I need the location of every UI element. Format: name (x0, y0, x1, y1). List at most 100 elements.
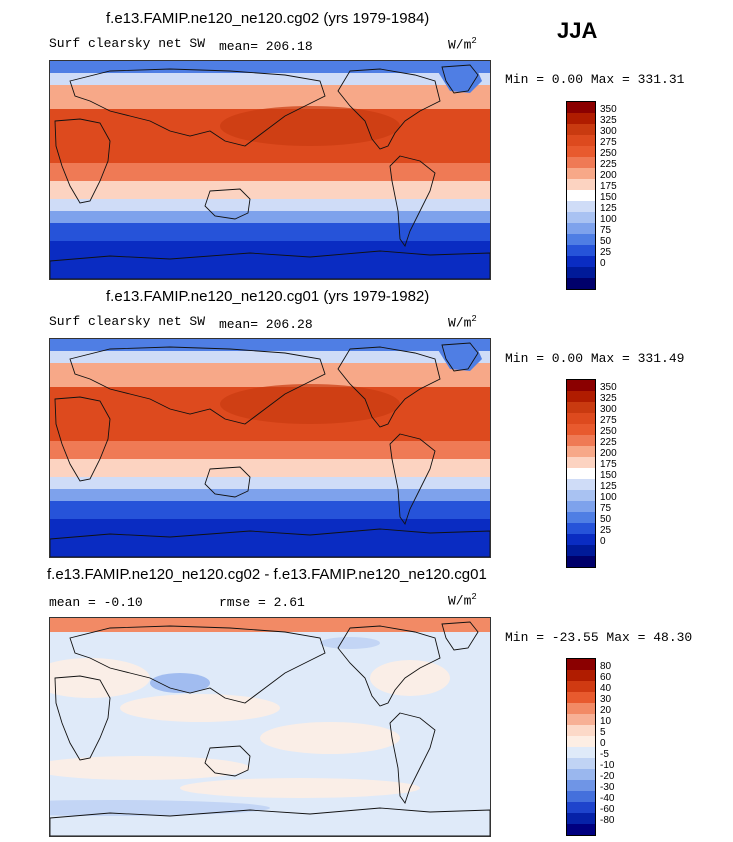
colorbar-swatch (567, 146, 595, 157)
colorbar-swatch (567, 523, 595, 534)
colorbar-swatch (567, 780, 595, 791)
colorbar-swatch (567, 457, 595, 468)
colorbar-swatch (567, 512, 595, 523)
colorbar-tick-label: -60 (600, 804, 615, 815)
colorbar-swatch (567, 256, 595, 267)
colorbar-tick-label: 25 (600, 247, 612, 258)
colorbar-tick-label: 225 (600, 159, 617, 170)
colorbar-swatch (567, 714, 595, 725)
colorbar-swatch (567, 168, 595, 179)
colorbar-tick-label: 25 (600, 525, 612, 536)
panel-3-colorbar (566, 658, 596, 836)
colorbar-swatch (567, 212, 595, 223)
colorbar-swatch (567, 424, 595, 435)
colorbar-swatch (567, 201, 595, 212)
colorbar-swatch (567, 681, 595, 692)
colorbar-swatch (567, 157, 595, 168)
panel-1-units: W/m2 (448, 36, 477, 53)
colorbar-tick-label: 200 (600, 448, 617, 459)
colorbar-tick-label: 150 (600, 470, 617, 481)
panel-1-minmax: Min = 0.00 Max = 331.31 (505, 72, 685, 87)
colorbar-tick-label: 5 (600, 727, 606, 738)
colorbar-tick-label: 125 (600, 203, 617, 214)
colorbar-tick-label: 80 (600, 661, 612, 672)
panel-3-minmax: Min = -23.55 Max = 48.30 (505, 630, 693, 645)
colorbar-swatch (567, 556, 595, 567)
colorbar-tick-label: 175 (600, 459, 617, 470)
colorbar-tick-label: 200 (600, 170, 617, 181)
panel-1-title: f.e13.FAMIP.ne120_ne120.cg02 (yrs 1979-1… (106, 10, 430, 27)
colorbar-swatch (567, 725, 595, 736)
colorbar-tick-label: 50 (600, 514, 612, 525)
panel-3-map (49, 617, 491, 837)
colorbar-swatch (567, 113, 595, 124)
panel-3-title: f.e13.FAMIP.ne120_ne120.cg02 - f.e13.FAM… (47, 566, 487, 583)
colorbar-swatch (567, 747, 595, 758)
colorbar-tick-label: 300 (600, 404, 617, 415)
panel-3-units: W/m2 (448, 592, 477, 609)
colorbar-swatch (567, 278, 595, 289)
colorbar-tick-label: 350 (600, 104, 617, 115)
colorbar-tick-label: 75 (600, 503, 612, 514)
panel-2-colorbar (566, 379, 596, 568)
colorbar-swatch (567, 490, 595, 501)
colorbar-swatch (567, 534, 595, 545)
colorbar-swatch (567, 545, 595, 556)
colorbar-tick-label: 250 (600, 148, 617, 159)
colorbar-tick-label: 10 (600, 716, 612, 727)
season-label: JJA (557, 18, 598, 43)
colorbar-tick-label: 350 (600, 382, 617, 393)
colorbar-tick-label: 225 (600, 437, 617, 448)
colorbar-swatch (567, 435, 595, 446)
colorbar-swatch (567, 813, 595, 824)
colorbar-swatch (567, 479, 595, 490)
colorbar-tick-label: 0 (600, 738, 606, 749)
colorbar-swatch (567, 769, 595, 780)
colorbar-swatch (567, 391, 595, 402)
colorbar-swatch (567, 736, 595, 747)
colorbar-swatch (567, 446, 595, 457)
colorbar-swatch (567, 402, 595, 413)
panel-2-colorbar-labels: 350 325 300 275 250 225 200 175 150 125 100 75 50 25 0 (600, 382, 617, 547)
colorbar-tick-label: 0 (600, 536, 606, 547)
colorbar-swatch (567, 824, 595, 835)
panel-3-colorbar-labels: 80 60 40 30 20 10 5 0 -5 -10 -20 -30 -40 -60 -80 (600, 661, 614, 826)
colorbar-swatch (567, 670, 595, 681)
colorbar-swatch (567, 135, 595, 146)
colorbar-swatch (567, 692, 595, 703)
colorbar-tick-label: 0 (600, 258, 606, 269)
colorbar-swatch (567, 791, 595, 802)
colorbar-tick-label: 275 (600, 415, 617, 426)
colorbar-swatch (567, 659, 595, 670)
colorbar-tick-label: -10 (600, 760, 615, 771)
colorbar-tick-label: 275 (600, 137, 617, 148)
colorbar-tick-label: 250 (600, 426, 617, 437)
panel-1-colorbar (566, 101, 596, 290)
colorbar-tick-label: 40 (600, 683, 612, 694)
colorbar-swatch (567, 190, 595, 201)
colorbar-tick-label: 125 (600, 481, 617, 492)
panel-2-mean-label: mean= 206.28 (219, 317, 313, 332)
colorbar-tick-label: 325 (600, 115, 617, 126)
colorbar-swatch (567, 703, 595, 714)
colorbar-tick-label: 100 (600, 492, 617, 503)
colorbar-tick-label: 100 (600, 214, 617, 225)
colorbar-swatch (567, 179, 595, 190)
colorbar-swatch (567, 802, 595, 813)
panel-2-units: W/m2 (448, 314, 477, 331)
colorbar-tick-label: 60 (600, 672, 612, 683)
panel-2-map (49, 338, 491, 558)
colorbar-swatch (567, 223, 595, 234)
colorbar-tick-label: 30 (600, 694, 612, 705)
colorbar-tick-label: 150 (600, 192, 617, 203)
colorbar-swatch (567, 267, 595, 278)
colorbar-tick-label: -30 (600, 782, 615, 793)
colorbar-tick-label: 20 (600, 705, 612, 716)
panel-1-map (49, 60, 491, 280)
colorbar-tick-label: -5 (600, 749, 609, 760)
colorbar-swatch (567, 234, 595, 245)
colorbar-swatch (567, 758, 595, 769)
colorbar-swatch (567, 124, 595, 135)
colorbar-tick-label: 300 (600, 126, 617, 137)
panel-2-title: f.e13.FAMIP.ne120_ne120.cg01 (yrs 1979-1… (106, 288, 430, 305)
